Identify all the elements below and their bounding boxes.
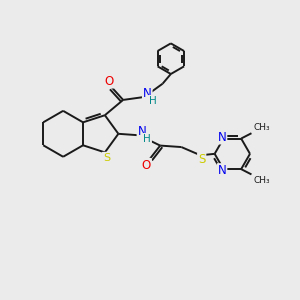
Text: N: N: [218, 130, 226, 144]
Text: CH₃: CH₃: [254, 176, 270, 185]
Text: O: O: [142, 159, 151, 172]
Text: H: H: [143, 134, 151, 144]
Text: N: N: [138, 125, 146, 138]
Text: N: N: [218, 164, 226, 177]
Text: N: N: [143, 87, 152, 100]
Text: S: S: [103, 153, 110, 163]
Text: H: H: [149, 96, 156, 106]
Text: S: S: [198, 153, 206, 166]
Text: O: O: [104, 75, 114, 88]
Text: CH₃: CH₃: [254, 123, 270, 132]
